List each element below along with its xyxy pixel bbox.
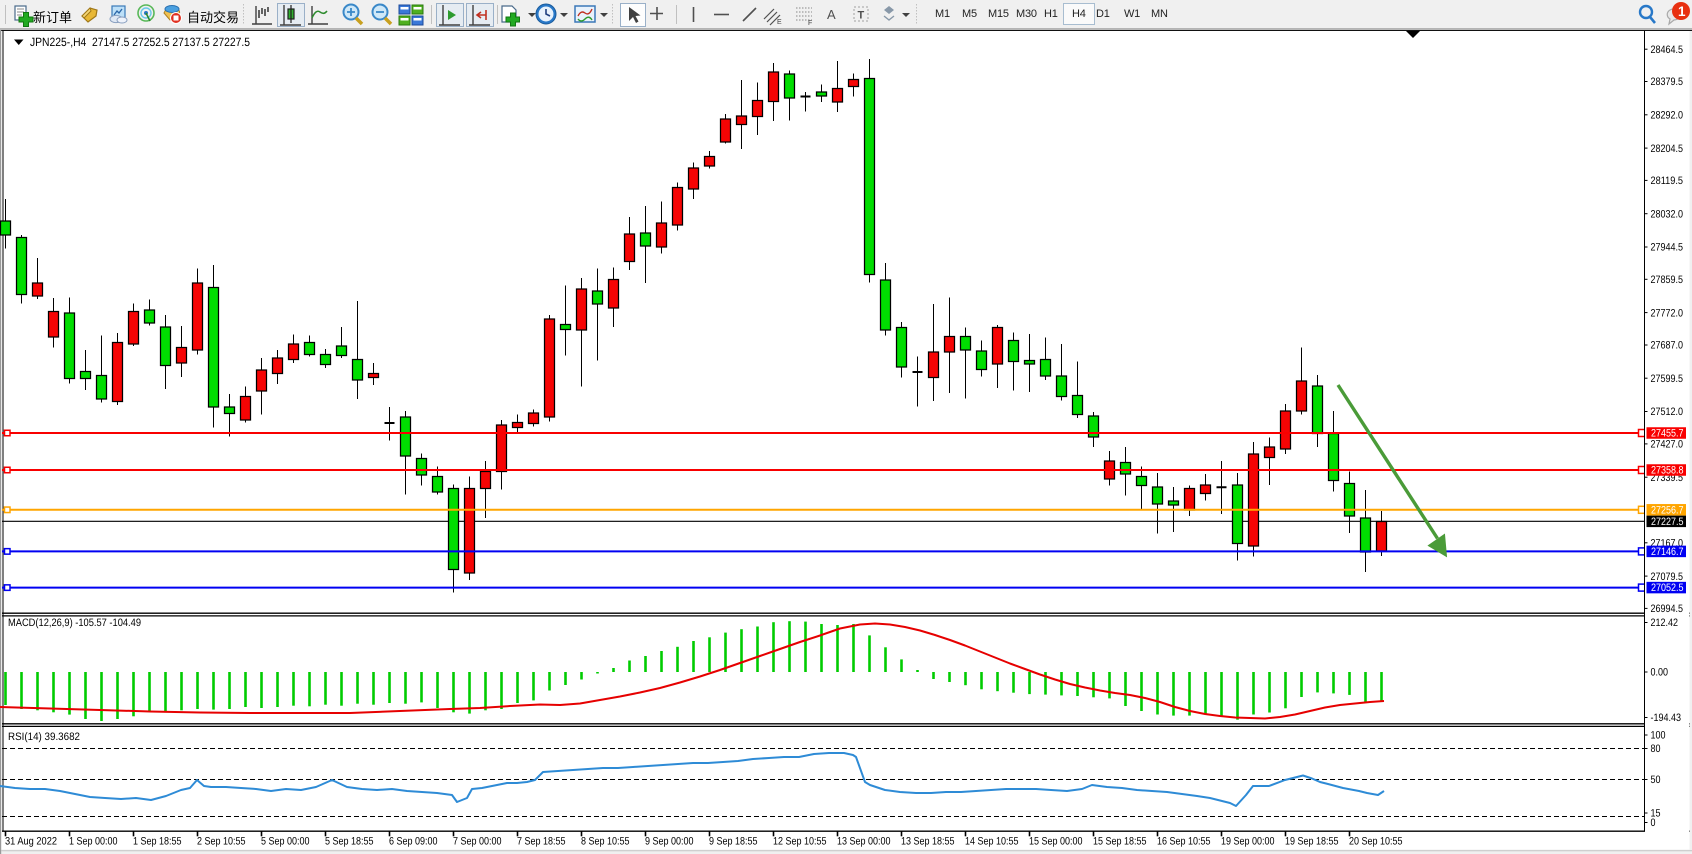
- svg-text:28379.5: 28379.5: [1651, 76, 1684, 88]
- svg-text:RSI(14) 39.3682: RSI(14) 39.3682: [8, 731, 80, 743]
- svg-text:5 Sep 18:55: 5 Sep 18:55: [325, 836, 374, 848]
- svg-text:27146.7: 27146.7: [1651, 546, 1684, 558]
- svg-text:13 Sep 00:00: 13 Sep 00:00: [837, 836, 891, 848]
- svg-text:7 Sep 18:55: 7 Sep 18:55: [517, 836, 566, 848]
- svg-text:27427.0: 27427.0: [1651, 439, 1684, 451]
- svg-text:12 Sep 10:55: 12 Sep 10:55: [773, 836, 827, 848]
- svg-text:27599.5: 27599.5: [1651, 373, 1684, 385]
- svg-text:31 Aug 2022: 31 Aug 2022: [5, 836, 57, 848]
- svg-text:20 Sep 10:55: 20 Sep 10:55: [1349, 836, 1403, 848]
- svg-text:27859.5: 27859.5: [1651, 274, 1684, 286]
- svg-text:50: 50: [1651, 774, 1661, 786]
- svg-text:9 Sep 18:55: 9 Sep 18:55: [709, 836, 758, 848]
- svg-text:27772.0: 27772.0: [1651, 307, 1684, 319]
- svg-text:27079.5: 27079.5: [1651, 571, 1684, 583]
- svg-text:MACD(12,26,9) -105.57 -104.49: MACD(12,26,9) -105.57 -104.49: [8, 617, 141, 629]
- svg-text:JPN225-,H4 27147.5 27252.5 27: JPN225-,H4 27147.5 27252.5 27137.5 27227…: [30, 35, 250, 49]
- svg-text:8 Sep 10:55: 8 Sep 10:55: [581, 836, 630, 848]
- svg-text:27052.5: 27052.5: [1651, 582, 1684, 594]
- svg-text:-194.43: -194.43: [1651, 712, 1682, 724]
- svg-text:27227.5: 27227.5: [1651, 516, 1684, 528]
- svg-text:15 Sep 18:55: 15 Sep 18:55: [1093, 836, 1147, 848]
- svg-text:100: 100: [1651, 730, 1666, 742]
- svg-text:1 Sep 18:55: 1 Sep 18:55: [133, 836, 182, 848]
- svg-text:27512.0: 27512.0: [1651, 406, 1684, 418]
- svg-text:15 Sep 00:00: 15 Sep 00:00: [1029, 836, 1083, 848]
- svg-text:0: 0: [1651, 817, 1656, 829]
- svg-text:19 Sep 18:55: 19 Sep 18:55: [1285, 836, 1339, 848]
- svg-text:1 Sep 00:00: 1 Sep 00:00: [69, 836, 118, 848]
- svg-text:0.00: 0.00: [1651, 667, 1669, 679]
- svg-text:14 Sep 10:55: 14 Sep 10:55: [965, 836, 1019, 848]
- svg-text:28464.5: 28464.5: [1651, 44, 1684, 56]
- svg-text:T: T: [858, 10, 865, 22]
- svg-text:5 Sep 00:00: 5 Sep 00:00: [261, 836, 310, 848]
- svg-text:27455.7: 27455.7: [1651, 428, 1684, 440]
- svg-text:13 Sep 18:55: 13 Sep 18:55: [901, 836, 955, 848]
- svg-text:1: 1: [1678, 4, 1686, 19]
- svg-text:28292.0: 28292.0: [1651, 110, 1684, 122]
- svg-text:9 Sep 00:00: 9 Sep 00:00: [645, 836, 694, 848]
- svg-text:26994.5: 26994.5: [1651, 603, 1684, 615]
- svg-text:A: A: [827, 7, 836, 22]
- svg-text:15: 15: [1651, 808, 1661, 820]
- svg-text:80: 80: [1651, 743, 1661, 755]
- svg-text:27256.7: 27256.7: [1651, 504, 1684, 516]
- svg-text:27687.0: 27687.0: [1651, 340, 1684, 352]
- svg-text:16 Sep 10:55: 16 Sep 10:55: [1157, 836, 1211, 848]
- svg-text:212.42: 212.42: [1651, 617, 1679, 629]
- svg-text:28032.0: 28032.0: [1651, 208, 1684, 220]
- svg-text:27944.5: 27944.5: [1651, 242, 1684, 254]
- svg-text:7 Sep 00:00: 7 Sep 00:00: [453, 836, 502, 848]
- svg-text:F: F: [808, 20, 812, 27]
- svg-text:28119.5: 28119.5: [1651, 175, 1684, 187]
- svg-text:28204.5: 28204.5: [1651, 143, 1684, 155]
- svg-text:2 Sep 10:55: 2 Sep 10:55: [197, 836, 246, 848]
- svg-text:19 Sep 00:00: 19 Sep 00:00: [1221, 836, 1275, 848]
- svg-text:E: E: [777, 19, 782, 26]
- svg-text:6 Sep 09:00: 6 Sep 09:00: [389, 836, 438, 848]
- svg-text:27358.8: 27358.8: [1651, 465, 1684, 477]
